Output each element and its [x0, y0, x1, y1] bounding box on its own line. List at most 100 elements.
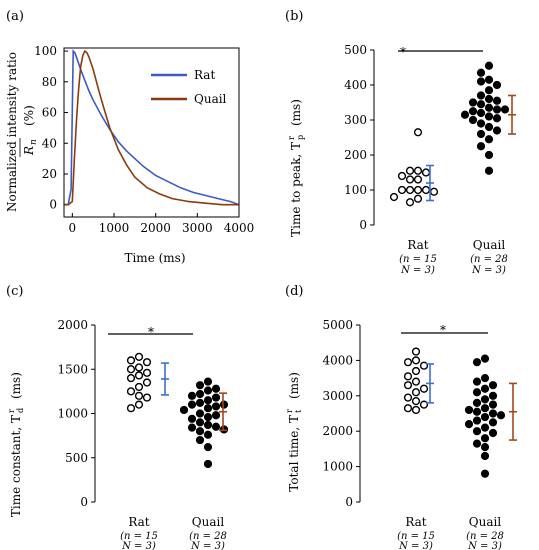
category-label-quail: Quail	[192, 515, 225, 529]
plot-frame	[63, 47, 240, 218]
y-tick-label: 200	[344, 148, 367, 162]
data-point-rat	[405, 185, 415, 195]
data-point-rat	[126, 365, 136, 374]
data-point-quail	[500, 105, 510, 114]
legend: Rat Quail	[151, 68, 227, 106]
data-point-rat	[142, 378, 152, 387]
y-tick-label: 20	[42, 167, 57, 181]
category-label-rat: Rat	[128, 515, 149, 529]
category-label-quail: Quail	[473, 238, 506, 252]
data-point-quail	[195, 427, 205, 436]
data-point-quail	[492, 96, 502, 105]
y-axis-label-main: Time to peak, T	[289, 142, 303, 237]
data-point-quail	[472, 439, 482, 448]
data-point-quail	[203, 430, 213, 439]
data-point-quail	[211, 411, 221, 420]
data-point-quail	[480, 404, 490, 413]
x-tick-label: 0	[69, 221, 77, 235]
data-point-rat	[142, 393, 152, 402]
data-point-quail	[484, 166, 494, 175]
series-line-quail	[64, 49, 239, 206]
data-point-rat	[397, 171, 407, 181]
y-tick-label: 60	[42, 106, 57, 120]
significance-mark: *	[148, 325, 154, 339]
data-point-rat	[403, 404, 413, 413]
data-point-quail	[492, 80, 502, 90]
y-tick-label: 2000	[322, 424, 353, 438]
data-point-quail	[480, 384, 490, 393]
data-point-rat	[411, 347, 421, 356]
data-point-rat	[411, 356, 421, 365]
data-point-quail	[195, 389, 205, 399]
data-point-rat	[411, 405, 421, 415]
data-point-quail	[472, 377, 482, 386]
data-point-quail	[195, 398, 205, 407]
data-point-quail	[195, 435, 205, 445]
panel-b-label: (b)	[285, 9, 303, 24]
scatter-marks: 0 100 200 300 400 500	[344, 43, 516, 232]
y-tick-label: 0	[359, 218, 367, 232]
data-point-quail	[203, 420, 213, 430]
scatter-panel-c: 0 500 1000 1500 2000 * Rat Quail (n = 15 N =…	[7, 318, 229, 550]
data-point-quail	[480, 469, 490, 478]
stats-rat-line1: (n = 15	[397, 531, 435, 542]
scatter-panel-b: 0 100 200 300 400 500 * Rat Quail (n = 15 N =…	[287, 43, 516, 276]
data-point-quail	[484, 150, 494, 160]
data-point-rat	[403, 381, 413, 390]
data-point-quail	[476, 100, 486, 109]
data-point-quail	[488, 400, 498, 409]
x-tick-label: 1000	[99, 221, 130, 235]
data-point-quail	[492, 105, 502, 114]
panel-d-label: (d)	[285, 284, 303, 299]
data-point-rat	[419, 384, 429, 393]
data-point-rat	[126, 374, 136, 383]
data-point-quail	[476, 77, 486, 86]
data-point-rat	[126, 404, 136, 413]
data-point-quail	[488, 391, 498, 400]
data-point-quail	[472, 358, 482, 367]
data-point-rat	[411, 397, 421, 406]
data-point-quail	[480, 374, 490, 383]
y-axis-subscript: n	[29, 139, 39, 145]
y-axis-label: Time to peak, T r p (ms)	[287, 99, 305, 237]
data-point-quail	[484, 61, 494, 70]
data-point-rat	[421, 185, 431, 195]
y-axis-sup: r	[287, 136, 296, 140]
data-point-quail	[460, 110, 470, 119]
data-point-rat	[134, 391, 144, 400]
data-point-quail	[472, 398, 482, 407]
data-point-rat	[126, 387, 136, 396]
data-point-rat	[134, 400, 144, 409]
data-point-quail	[480, 412, 490, 422]
data-point-quail	[187, 400, 197, 409]
stats-rat-line2: N = 3)	[121, 541, 156, 550]
y-tick-label: 300	[344, 113, 367, 127]
data-point-quail	[496, 411, 506, 420]
y-axis-unit: (ms)	[289, 99, 303, 126]
data-point-rat	[142, 368, 152, 377]
significance-mark: *	[400, 45, 406, 59]
data-point-quail	[203, 386, 213, 395]
data-point-quail	[484, 103, 494, 112]
data-point-quail	[488, 418, 498, 427]
scatter-marks: 0 1000 2000 3000 4000 5000	[322, 318, 517, 509]
data-point-quail	[476, 129, 486, 139]
data-point-rat	[421, 168, 431, 177]
data-point-quail	[195, 409, 205, 418]
data-point-quail	[480, 395, 490, 404]
data-point-quail	[203, 396, 213, 405]
data-point-quail	[195, 381, 205, 390]
y-axis-unit: (ms)	[287, 372, 301, 399]
y-axis-unit: (ms)	[9, 372, 23, 399]
data-point-rat	[419, 361, 429, 370]
stats-quail-line2: N = 3)	[190, 541, 225, 550]
y-tick-label: 1500	[57, 362, 88, 376]
legend-label-quail: Quail	[194, 92, 227, 106]
data-point-quail	[468, 115, 478, 125]
y-tick-label: 100	[344, 183, 367, 197]
y-tick-label: 0	[80, 495, 88, 509]
category-label-rat: Rat	[405, 515, 426, 529]
data-point-rat	[411, 366, 421, 376]
